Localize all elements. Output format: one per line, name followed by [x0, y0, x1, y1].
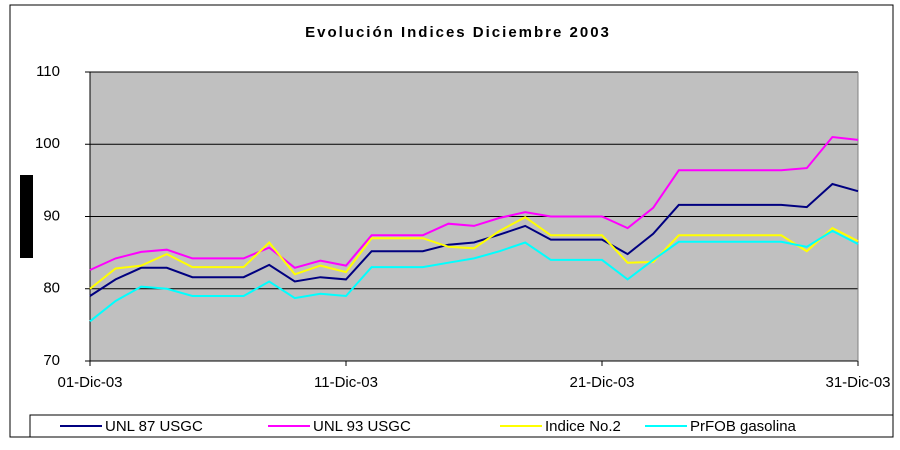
series-line: [89, 216, 859, 290]
legend: [29, 414, 894, 438]
chart-title: Evolución Indices Diciembre 2003: [305, 24, 611, 41]
series-line: [89, 135, 859, 271]
y-tick-label: 70: [43, 352, 60, 369]
side-marker: [20, 175, 33, 258]
y-tick-label: 110: [36, 63, 60, 80]
x-tick-label: 11-Dic-03: [314, 374, 378, 391]
legend-label: UNL 87 USGC: [105, 418, 203, 435]
series-line: [89, 182, 859, 297]
legend-label: Indice No.2: [545, 418, 621, 435]
y-tick-label: 80: [43, 280, 60, 297]
y-tick-label: 90: [43, 207, 60, 224]
x-tick-label: 31-Dic-03: [825, 374, 890, 391]
y-tick-label: 100: [35, 135, 60, 152]
series-line: [89, 229, 859, 323]
legend-label: PrFOB gasolina: [690, 418, 797, 435]
legend-label: UNL 93 USGC: [313, 418, 411, 435]
x-tick-label: 01-Dic-03: [57, 374, 122, 391]
x-tick-label: 21-Dic-03: [569, 374, 634, 391]
